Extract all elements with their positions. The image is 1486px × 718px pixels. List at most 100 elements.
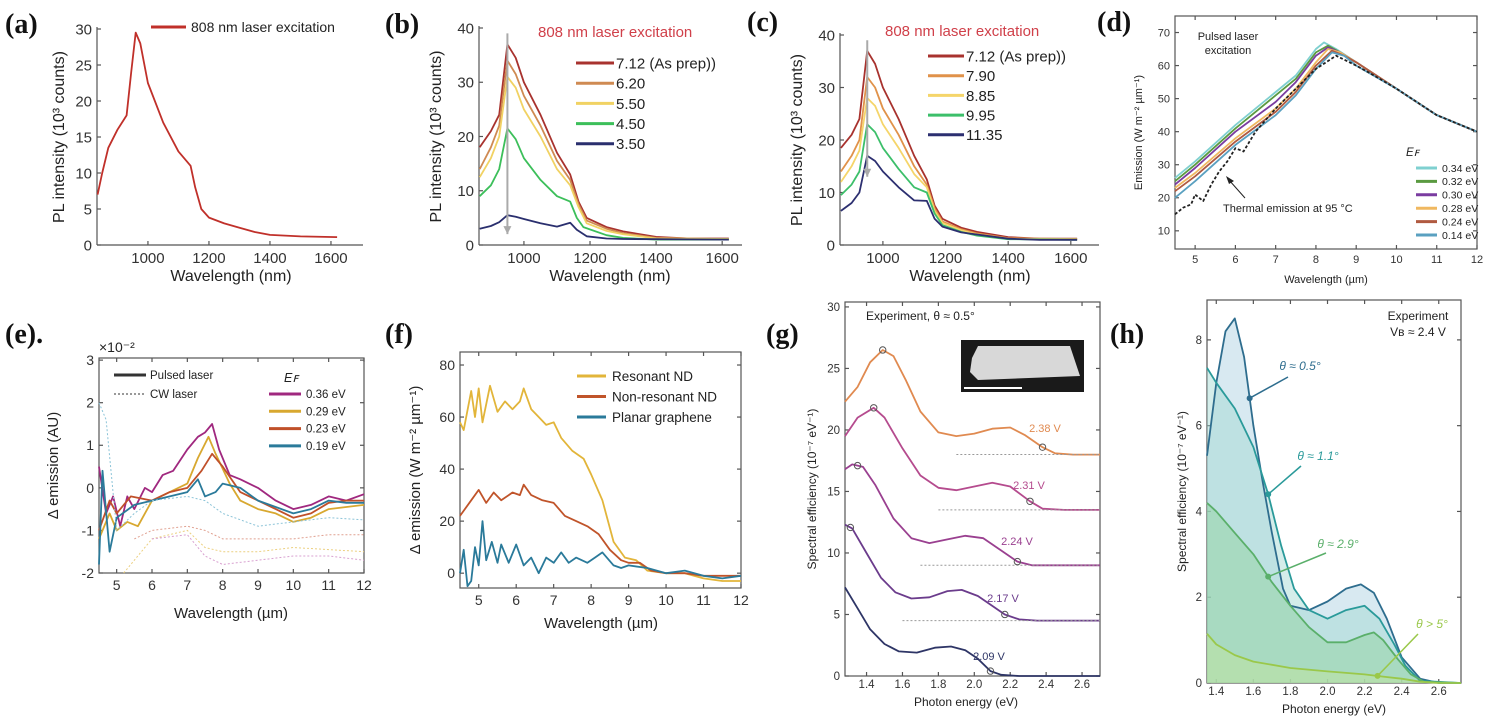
series-line xyxy=(96,31,338,238)
x-tick-label: 12 xyxy=(356,577,372,593)
x-tick-label: 1400 xyxy=(991,250,1024,267)
legend-style-label: CW laser xyxy=(150,389,197,401)
curve-label: 2.17 V xyxy=(987,593,1019,605)
series-area-fill xyxy=(1207,367,1461,683)
x-tick-label: 1400 xyxy=(639,250,672,267)
y-tick-label: 15 xyxy=(75,129,92,146)
y-axis-label: Spectral efficiency (10⁻⁷ eV⁻¹) xyxy=(1175,411,1189,572)
y-tick-label: 0 xyxy=(466,237,474,254)
x-axis-label: Photon energy (eV) xyxy=(1282,702,1386,716)
y-tick-label: 0 xyxy=(84,237,92,254)
x-tick-label: 10 xyxy=(1390,254,1402,266)
y-tick-label: 15 xyxy=(827,486,840,498)
x-tick-label: 12 xyxy=(733,592,749,608)
series-line xyxy=(479,127,729,241)
legend-label: 7.12 (As prep)) xyxy=(966,48,1066,65)
data-marker xyxy=(986,667,995,675)
panel-g: (g) 1.4 1.6 1.8 2.0 2.2 2.4 2.6 0 5 10 15 20 25 30 Phot… xyxy=(766,301,1101,709)
series-line xyxy=(1206,317,1461,684)
data-marker xyxy=(1001,610,1009,619)
data-marker xyxy=(1038,443,1047,451)
series-area-fill xyxy=(1207,502,1461,683)
legend-title: Eꜰ xyxy=(284,371,300,385)
x-tick-label: 7 xyxy=(550,592,558,608)
y-tick-label: 2 xyxy=(1196,592,1202,604)
series-line xyxy=(1206,633,1461,684)
y-tick-label: 80 xyxy=(439,357,455,373)
arrow-head-icon xyxy=(1226,176,1234,184)
y-axis-label: PL intensity (10³ counts) xyxy=(789,54,806,226)
x-tick-label: 1200 xyxy=(573,250,606,267)
y-tick-label: 30 xyxy=(827,302,840,314)
series-line xyxy=(98,469,364,565)
x-tick-label: 2.2 xyxy=(1357,686,1373,698)
x-tick-label: 9 xyxy=(254,577,262,593)
label-point-marker xyxy=(1246,395,1253,402)
x-tick-label: 2.0 xyxy=(1320,686,1336,698)
x-axis-label: Wavelength (µm) xyxy=(1284,274,1368,286)
y-tick-label: 3 xyxy=(86,352,94,368)
y-axis-label: Emission (W m⁻² µm⁻¹) xyxy=(1133,75,1145,190)
x-tick-label: 1.8 xyxy=(1282,686,1298,698)
series-line xyxy=(840,49,1078,240)
legend-label: 6.20 xyxy=(616,76,645,93)
series-line xyxy=(1206,367,1462,684)
y-tick-label: 5 xyxy=(84,201,92,218)
plot-frame xyxy=(844,301,1101,677)
x-tick-label: 11 xyxy=(696,592,711,608)
series-line xyxy=(840,154,1078,241)
annotation-text: Experiment, θ ≈ 0.5° xyxy=(866,309,975,323)
y-tick-label: 10 xyxy=(827,548,840,560)
series-line xyxy=(1174,51,1478,199)
legend-label: 7.12 (As prep)) xyxy=(616,55,716,72)
panel-a: (a) 1000 1200 1400 1600 0 5 10 15 20 25 30 Wavelengt… xyxy=(5,9,363,285)
arrow-head-icon xyxy=(863,168,872,177)
series-line xyxy=(459,483,741,577)
legend-label: 11.35 xyxy=(966,127,1002,144)
panel-d: (d) 5 6 7 8 9 10 11 12 10 20 30 40 50 60 70 Wavelength (… xyxy=(1097,7,1483,286)
curve-label: θ ≈ 0.5° xyxy=(1279,359,1320,373)
curve-label: 2.31 V xyxy=(1013,480,1045,492)
x-axis-label: Wavelength (nm) xyxy=(549,268,670,285)
x-tick-label: 2.6 xyxy=(1074,679,1090,691)
series-line xyxy=(1206,502,1462,684)
legend-label: 5.50 xyxy=(616,96,645,113)
legend-label: 0.19 eV xyxy=(306,441,346,453)
series-area-fill xyxy=(1207,633,1461,683)
panel-label: (h) xyxy=(1110,319,1144,350)
panel-label: (g) xyxy=(766,319,799,350)
y-tick-label: 20 xyxy=(75,93,92,110)
series-line xyxy=(840,123,1078,241)
x-tick-label: 12 xyxy=(1471,254,1483,266)
y-tick-label: 40 xyxy=(439,461,455,477)
x-tick-label: 5 xyxy=(475,592,483,608)
y-tick-label: 70 xyxy=(1158,27,1170,39)
chart-title: 808 nm laser excitation xyxy=(538,24,692,41)
x-axis-label: Wavelength (nm) xyxy=(909,268,1030,285)
legend-label: Planar graphene xyxy=(612,410,712,425)
y-tick-label: 0 xyxy=(827,237,835,254)
plot-frame xyxy=(98,357,365,574)
panel-label: (b) xyxy=(385,9,419,40)
panel-b: (b) 1000 1200 1400 1600 0 10 20 30 40 Wavelength (… xyxy=(385,9,742,285)
series-line xyxy=(840,76,1078,241)
y-tick-label: 20 xyxy=(1158,193,1170,205)
y-tick-label: 20 xyxy=(818,132,835,149)
data-marker xyxy=(879,346,887,354)
legend-label: Non-resonant ND xyxy=(612,389,717,404)
y-tick-label: 0 xyxy=(834,671,840,683)
y-tick-label: 40 xyxy=(1158,127,1170,139)
panel-h: (h) 1.4 1.6 1.8 2.0 2.2 2.4 2.6 0 2 4 6 8 Photon ener… xyxy=(1110,299,1462,716)
y-tick-label: 1 xyxy=(86,437,94,453)
y-axis-label: PL intensity (10³ counts) xyxy=(428,51,445,223)
y-tick-label: 2 xyxy=(86,395,94,411)
legend-label: 0.28 eV xyxy=(1442,203,1478,215)
annotation-arrow-icon xyxy=(1228,179,1246,199)
y-axis-label: Spectral efficiency (10⁻⁷ eV⁻¹) xyxy=(805,409,819,570)
x-tick-label: 2.4 xyxy=(1038,679,1055,691)
series-area-fill xyxy=(1207,318,1461,683)
y-tick-label: 8 xyxy=(1196,335,1202,347)
x-tick-label: 1.4 xyxy=(1208,686,1225,698)
series-line xyxy=(1174,46,1478,186)
series-line xyxy=(98,402,365,531)
